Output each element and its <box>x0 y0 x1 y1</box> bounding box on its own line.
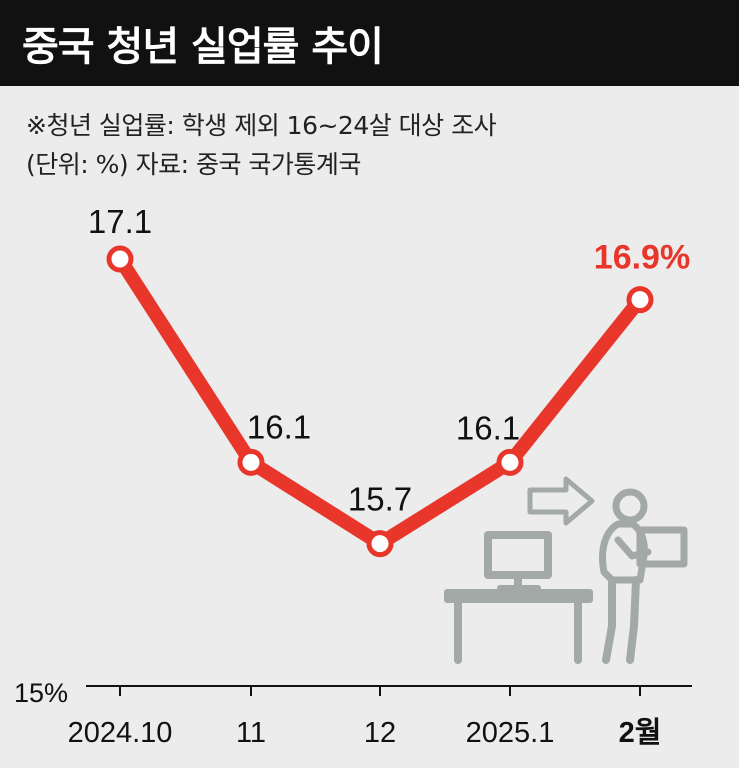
x-tick-label: 11 <box>236 717 266 749</box>
data-point <box>366 530 394 558</box>
office-worker-leaving-desk-icon <box>444 476 688 664</box>
definition-note: ※청년 실업률: 학생 제외 16~24살 대상 조사 <box>26 111 497 140</box>
x-tick-label: 2025.1 <box>466 717 555 749</box>
unit-source-note: (단위: %) 자료: 중국 국가통계국 <box>26 150 361 179</box>
x-tick-label: 2024.10 <box>68 717 173 749</box>
data-label: 17.1 <box>88 203 152 240</box>
title-bar: 중국 청년 실업률 추이 <box>0 0 739 86</box>
data-label: 16.1 <box>247 408 311 445</box>
chart-title: 중국 청년 실업률 추이 <box>22 24 384 70</box>
baseline-label: 15% <box>14 678 68 708</box>
x-tick-label: 12 <box>364 717 396 749</box>
data-label: 16.1 <box>456 409 520 446</box>
data-point <box>106 245 134 273</box>
data-label-highlight: 16.9% <box>594 239 690 277</box>
data-point <box>626 286 654 314</box>
arrow-right-icon <box>527 476 595 526</box>
x-tick-label: 2월 <box>619 716 662 749</box>
data-point <box>237 448 265 476</box>
data-point <box>496 448 524 476</box>
data-label: 15.7 <box>348 481 412 518</box>
